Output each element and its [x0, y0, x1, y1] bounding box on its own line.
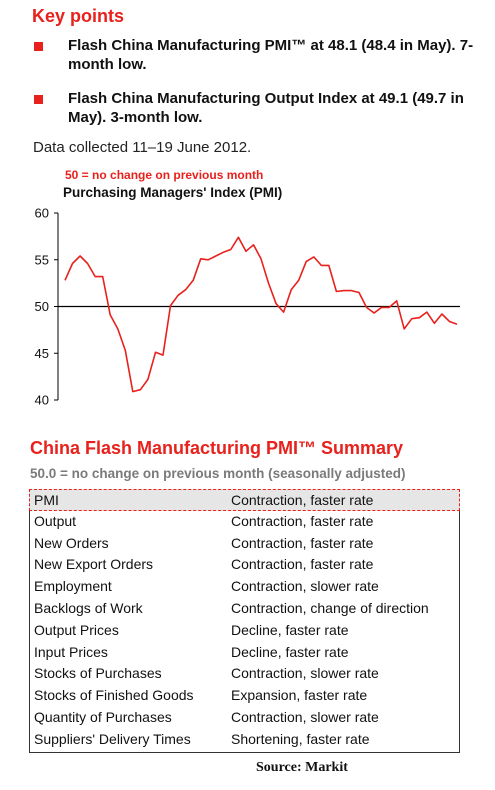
y-tick-label: 40	[35, 393, 49, 408]
table-row: Backlogs of Work Contraction, change of d…	[30, 598, 459, 620]
row-value: Contraction, slower rate	[231, 665, 379, 682]
table-row: Stocks of Finished Goods Expansion, faste…	[30, 685, 459, 707]
row-label: Quantity of Purchases	[34, 709, 172, 725]
row-label: Employment	[34, 578, 112, 595]
row-label: Backlogs of Work	[34, 600, 143, 616]
row-value: Contraction, slower rate	[231, 578, 379, 595]
chart-title: Purchasing Managers' Index (PMI)	[63, 185, 283, 200]
pmi-line-chart: 60 55 50 45 40	[35, 206, 460, 408]
table-row: PMI Contraction, faster rate	[29, 489, 460, 511]
row-value: Contraction, change of direction	[231, 600, 429, 616]
pmi-series-line	[64, 236, 458, 393]
table-row: Input Prices Decline, faster rate	[30, 642, 459, 664]
row-value: Decline, faster rate	[231, 621, 349, 638]
row-value: Contraction, slower rate	[231, 709, 379, 725]
y-tick-label: 60	[35, 206, 49, 221]
table-row: Quantity of Purchases Contraction, slower…	[30, 707, 459, 729]
row-label: New Orders	[34, 534, 109, 551]
row-label: New Export Orders	[34, 556, 154, 573]
bullet-square-icon	[34, 95, 43, 104]
key-point-text: Flash China Manufacturing PMI™ at 48.1 (…	[68, 37, 474, 73]
row-label: PMI	[34, 492, 59, 508]
key-points-title: Key points	[32, 6, 125, 26]
row-label: Input Prices	[34, 643, 108, 660]
row-value: Decline, faster rate	[231, 643, 349, 660]
row-value: Contraction, faster rate	[231, 556, 374, 573]
row-label: Output	[34, 512, 77, 529]
key-point-text: Flash China Manufacturing Output Index a…	[68, 90, 464, 126]
row-value: Contraction, faster rate	[231, 534, 374, 551]
table-row: New Export Orders Contraction, faster rat…	[30, 554, 459, 576]
row-value: Shortening, faster rate	[231, 730, 370, 747]
table-row: Suppliers' Delivery Times Shortening, fas…	[30, 729, 459, 751]
row-label: Stocks of Finished Goods	[34, 687, 194, 704]
y-tick-label: 55	[35, 252, 49, 267]
chart-reference-note: 50 = no change on previous month	[65, 168, 264, 182]
row-value: Contraction, faster rate	[231, 492, 374, 508]
row-label: Suppliers' Delivery Times	[34, 730, 191, 747]
table-row: Employment Contraction, slower rate	[30, 576, 459, 598]
table-row: Output Prices Decline, faster rate	[30, 620, 459, 642]
source-note: Source: Markit	[256, 760, 348, 775]
row-value: Contraction, faster rate	[231, 512, 374, 529]
table-row: Stocks of Purchases Contraction, slower r…	[30, 663, 459, 685]
summary-table: PMI Contraction, faster rate Output Contrac…	[29, 489, 460, 753]
table-row: New Orders Contraction, faster rate	[30, 533, 459, 555]
summary-title: China Flash Manufacturing PMI™ Summary	[30, 438, 404, 458]
y-tick-label: 45	[35, 346, 49, 361]
row-label: Stocks of Purchases	[34, 665, 162, 682]
summary-subtitle: 50.0 = no change on previous month (seas…	[30, 466, 406, 481]
table-row: Output Contraction, faster rate	[30, 511, 459, 533]
bullet-square-icon	[34, 42, 43, 51]
row-label: Output Prices	[34, 621, 119, 638]
data-collected-note: Data collected 11–19 June 2012.	[33, 139, 252, 156]
y-tick-label: 50	[35, 299, 49, 314]
row-value: Expansion, faster rate	[231, 687, 368, 704]
